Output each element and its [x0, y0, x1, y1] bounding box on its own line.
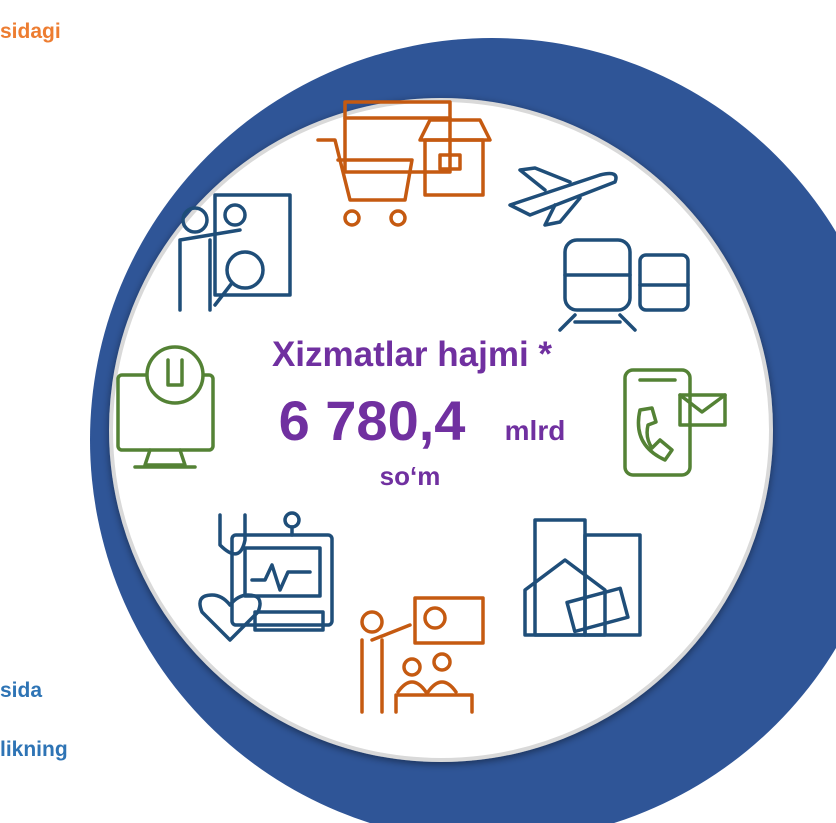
icon-plane	[508, 166, 618, 227]
value: 6 780,4	[279, 389, 466, 452]
icon-presentation	[360, 596, 485, 714]
left-text: likning	[0, 738, 68, 761]
icon-transport	[558, 238, 690, 332]
left-text: sida	[0, 679, 42, 702]
unit: so‘m	[380, 461, 441, 491]
icon-medical	[198, 511, 334, 642]
icon-buildings	[523, 518, 642, 637]
heading: Xizmatlar hajmi *	[272, 335, 552, 374]
icon-analyst	[178, 193, 292, 312]
icon-computer	[116, 345, 215, 469]
left-text: sidagi	[0, 20, 61, 43]
icon-phone	[623, 368, 727, 477]
icon-shopping	[316, 100, 492, 227]
unit: mlrd	[505, 415, 566, 446]
